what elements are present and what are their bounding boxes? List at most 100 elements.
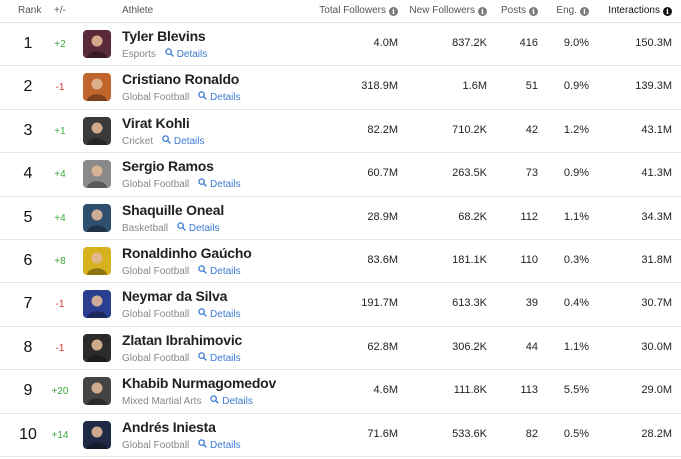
athlete-avatar[interactable] bbox=[83, 420, 111, 449]
interactions-header[interactable]: Interactions i bbox=[608, 5, 672, 16]
info-icon[interactable]: i bbox=[580, 7, 589, 16]
table-row[interactable]: 10 +14 Andrés Iniesta Global Football De… bbox=[0, 414, 681, 457]
athlete-name[interactable]: Andrés Iniesta bbox=[122, 418, 216, 435]
search-icon bbox=[198, 308, 207, 318]
interactions-value: 34.3M bbox=[641, 210, 672, 223]
athlete-name[interactable]: Shaquille Oneal bbox=[122, 201, 225, 218]
athlete-meta: Global Football Details bbox=[122, 265, 241, 277]
total-followers-value: 82.2M bbox=[367, 123, 398, 136]
athlete-avatar[interactable] bbox=[83, 116, 111, 145]
total-followers-value: 4.6M bbox=[373, 384, 398, 397]
details-label: Details bbox=[210, 92, 241, 104]
athlete-name[interactable]: Tyler Blevins bbox=[122, 28, 206, 44]
athlete-category: Global Football bbox=[122, 92, 190, 104]
athlete-avatar[interactable] bbox=[83, 333, 111, 362]
rank-header[interactable]: Rank bbox=[18, 5, 42, 16]
new-followers-header-label: New Followers bbox=[409, 5, 475, 16]
details-link[interactable]: Details bbox=[164, 48, 207, 60]
athlete-name[interactable]: Khabib Nurmagomedov bbox=[122, 375, 277, 392]
details-link[interactable]: Details bbox=[198, 438, 241, 451]
athlete-name[interactable]: Neymar da Silva bbox=[122, 288, 228, 305]
table-row[interactable]: 6 +8 Ronaldinho Gaúcho Global Football D… bbox=[0, 240, 681, 284]
athlete-name[interactable]: Virat Kohli bbox=[122, 114, 190, 131]
details-link[interactable]: Details bbox=[198, 265, 241, 277]
posts-header[interactable]: Posts i bbox=[501, 5, 538, 16]
info-icon[interactable]: i bbox=[663, 7, 672, 16]
change-header[interactable]: +/- bbox=[54, 5, 66, 16]
total-followers-value: 191.7M bbox=[361, 297, 398, 310]
table-row[interactable]: 5 +4 Shaquille Oneal Basketball Details … bbox=[0, 197, 681, 240]
athlete-avatar[interactable] bbox=[83, 290, 111, 319]
table-body: 1 +2 Tyler Blevins Esports Details 4.0M … bbox=[0, 23, 681, 457]
details-link[interactable]: Details bbox=[198, 308, 241, 321]
athlete-category: Global Football bbox=[122, 439, 190, 451]
posts-value: 82 bbox=[525, 427, 538, 440]
athlete-category: Global Football bbox=[122, 309, 190, 321]
info-icon[interactable]: i bbox=[389, 7, 398, 16]
new-followers-header[interactable]: New Followers i bbox=[409, 5, 487, 16]
rank-number: 7 bbox=[23, 295, 33, 313]
table-row[interactable]: 3 +1 Virat Kohli Cricket Details 82.2M 7… bbox=[0, 110, 681, 154]
rank-number: 5 bbox=[23, 208, 33, 226]
athlete-name[interactable]: Ronaldinho Gaúcho bbox=[122, 244, 252, 261]
search-icon bbox=[210, 395, 220, 404]
athlete-avatar[interactable] bbox=[83, 73, 111, 102]
search-icon bbox=[198, 91, 207, 101]
athlete-meta: Mixed Martial Arts Details bbox=[122, 395, 253, 407]
athlete-name[interactable]: Cristiano Ronaldo bbox=[122, 71, 240, 88]
athlete-meta: Global Football Details bbox=[122, 438, 241, 451]
table-row[interactable]: 7 -1 Neymar da Silva Global Football Det… bbox=[0, 283, 681, 327]
eng-header[interactable]: Eng. i bbox=[556, 5, 589, 16]
rank-change: +4 bbox=[54, 212, 66, 224]
athlete-meta: Esports Details bbox=[122, 48, 207, 60]
details-link[interactable]: Details bbox=[198, 178, 241, 190]
info-icon[interactable]: i bbox=[478, 7, 487, 16]
athlete-header[interactable]: Athlete bbox=[122, 5, 154, 16]
details-label: Details bbox=[210, 309, 241, 321]
eng-header-label: Eng. bbox=[556, 5, 577, 16]
table-row[interactable]: 4 +4 Sergio Ramos Global Football Detail… bbox=[0, 153, 681, 197]
athlete-name[interactable]: Sergio Ramos bbox=[122, 158, 214, 175]
posts-value: 113 bbox=[520, 384, 538, 397]
search-icon bbox=[164, 48, 174, 57]
athlete-name[interactable]: Zlatan Ibrahimovic bbox=[122, 331, 243, 348]
athlete-category: Basketball bbox=[122, 222, 169, 234]
athlete-meta: Global Football Details bbox=[122, 308, 241, 320]
total-followers-value: 28.9M bbox=[367, 210, 398, 223]
athlete-avatar[interactable] bbox=[83, 203, 111, 232]
details-link[interactable]: Details bbox=[162, 135, 204, 147]
interactions-value: 29.0M bbox=[641, 384, 672, 397]
info-icon[interactable]: i bbox=[529, 7, 538, 16]
details-link[interactable]: Details bbox=[198, 352, 241, 364]
rank-number: 2 bbox=[23, 78, 33, 96]
details-link[interactable]: Details bbox=[210, 395, 253, 407]
engagement-value: 0.9% bbox=[563, 80, 589, 93]
rank-change: -1 bbox=[55, 342, 65, 354]
rank-number: 4 bbox=[23, 165, 33, 183]
athlete-meta: Cricket Details bbox=[122, 135, 204, 147]
athlete-meta: Global Football Details bbox=[122, 352, 241, 364]
athlete-category: Global Football bbox=[122, 179, 190, 191]
athlete-meta: Global Football Details bbox=[122, 91, 241, 103]
total-followers-header[interactable]: Total Followers i bbox=[319, 5, 398, 16]
total-followers-value: 83.6M bbox=[367, 253, 398, 266]
athlete-avatar[interactable] bbox=[83, 30, 111, 58]
table-row[interactable]: 8 -1 Zlatan Ibrahimovic Global Football … bbox=[0, 327, 681, 371]
details-link[interactable]: Details bbox=[177, 221, 220, 234]
rank-number: 8 bbox=[23, 338, 33, 356]
rank-change: +20 bbox=[51, 386, 69, 398]
new-followers-value: 533.6K bbox=[452, 427, 487, 440]
table-row[interactable]: 2 -1 Cristiano Ronaldo Global Football D… bbox=[0, 66, 681, 110]
details-link[interactable]: Details bbox=[198, 91, 241, 104]
engagement-value: 1.1% bbox=[563, 210, 589, 223]
interactions-value: 30.7M bbox=[641, 297, 672, 310]
details-label: Details bbox=[188, 222, 220, 234]
table-row[interactable]: 9 +20 Khabib Nurmagomedov Mixed Martial … bbox=[0, 370, 681, 414]
search-icon bbox=[198, 178, 207, 188]
athlete-avatar[interactable] bbox=[83, 246, 111, 275]
athlete-avatar[interactable] bbox=[83, 160, 111, 189]
table-header: Rank +/- Athlete Total Followers i New Fo… bbox=[0, 0, 681, 23]
athlete-avatar[interactable] bbox=[83, 377, 111, 406]
athlete-category: Cricket bbox=[122, 135, 154, 147]
table-row[interactable]: 1 +2 Tyler Blevins Esports Details 4.0M … bbox=[0, 23, 681, 67]
